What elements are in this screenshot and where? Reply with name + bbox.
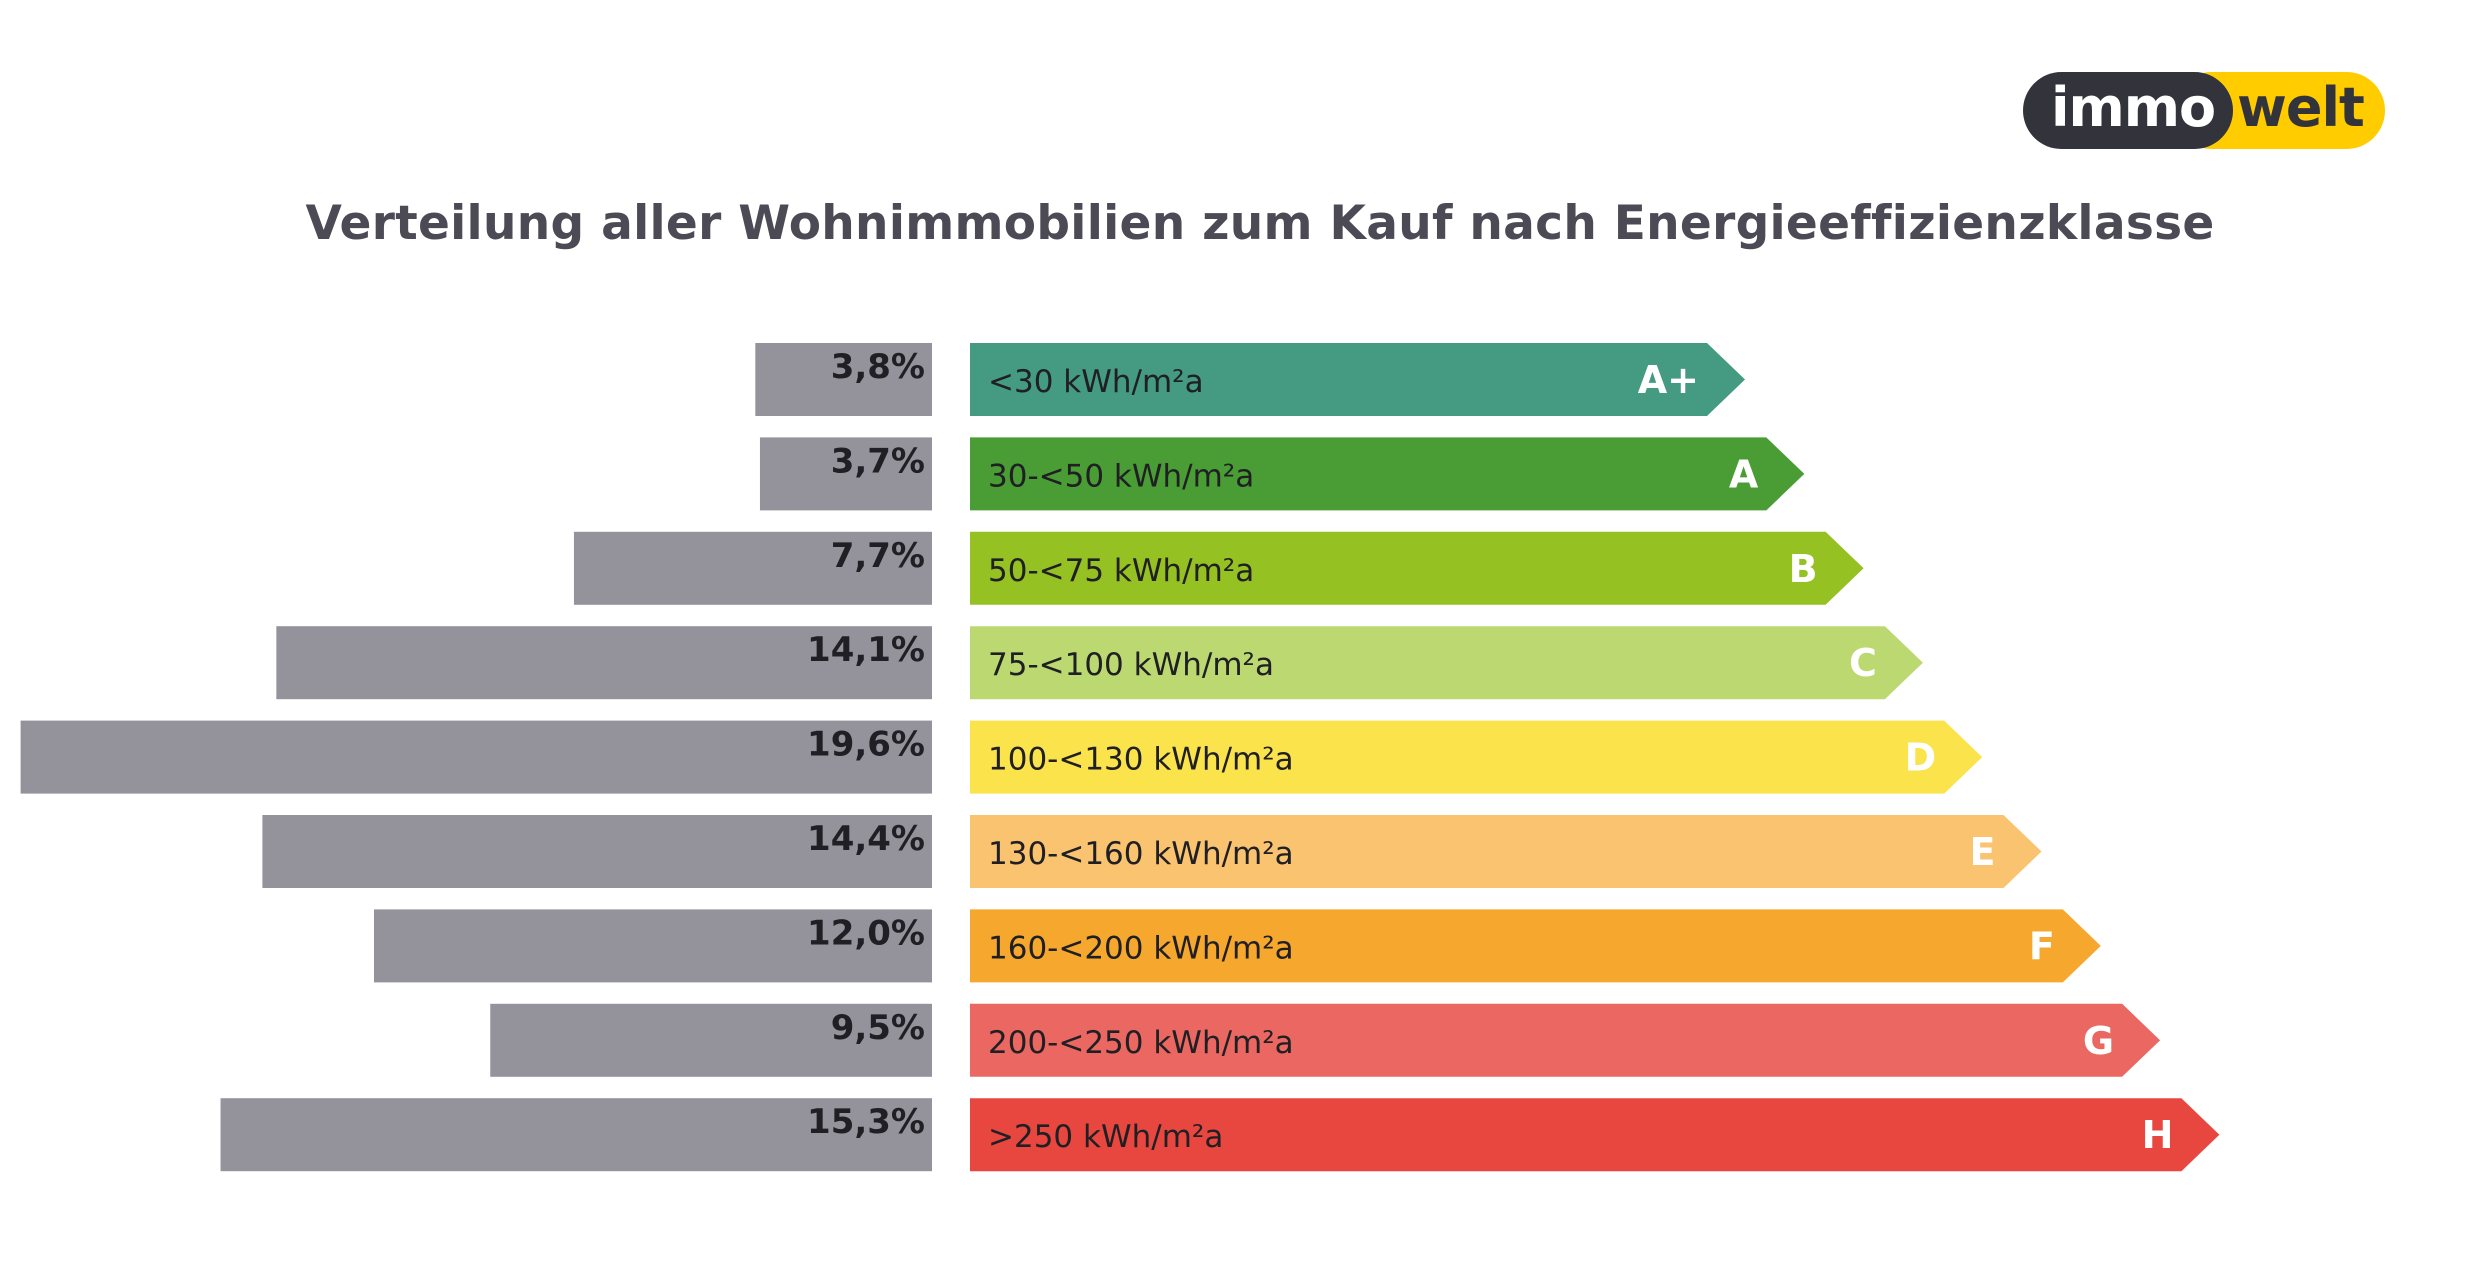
share-bar-B — [573, 531, 932, 605]
share-label-A: 3,7% — [831, 441, 925, 481]
class-letter-H: H — [2142, 1113, 2174, 1157]
share-label-A+: 3,8% — [831, 347, 925, 387]
share-label-G: 9,5% — [831, 1008, 925, 1048]
class-arrow-E — [970, 815, 2042, 888]
class-arrow-C — [970, 626, 1923, 700]
share-bar-F — [374, 909, 932, 983]
range-label-G: 200-<250 kWh/m²a — [988, 1025, 1294, 1061]
range-label-F: 160-<200 kWh/m²a — [988, 930, 1294, 966]
share-bar-D — [20, 720, 933, 794]
logo-text-welt: welt — [2237, 76, 2365, 139]
range-label-B: 50-<75 kWh/m²a — [988, 553, 1254, 589]
share-label-H: 15,3% — [807, 1102, 925, 1142]
logo-dark-pill — [2023, 72, 2233, 149]
share-label-E: 14,4% — [807, 819, 925, 859]
range-label-A: 30-<50 kWh/m²a — [988, 458, 1254, 494]
share-label-B: 7,7% — [831, 536, 925, 576]
class-letter-A+: A+ — [1638, 358, 1699, 402]
share-bar-C — [276, 626, 933, 700]
class-letter-D: D — [1905, 736, 1937, 780]
class-arrow-A — [970, 437, 1805, 511]
range-label-E: 130-<160 kWh/m²a — [988, 836, 1294, 872]
range-label-D: 100-<130 kWh/m²a — [988, 742, 1294, 778]
share-label-C: 14,1% — [807, 630, 925, 670]
class-letter-A: A — [1729, 452, 1759, 496]
range-label-H: >250 kWh/m²a — [988, 1119, 1223, 1155]
class-letter-F: F — [2029, 924, 2055, 968]
share-bar-E — [262, 815, 932, 888]
share-label-D: 19,6% — [807, 725, 925, 765]
range-label-C: 75-<100 kWh/m²a — [988, 647, 1274, 683]
class-letter-G: G — [2083, 1019, 2114, 1063]
share-bar-A+ — [755, 343, 932, 416]
share-bar-H — [220, 1098, 933, 1172]
class-letter-C: C — [1849, 641, 1877, 685]
class-arrow-B — [970, 531, 1864, 605]
chart-title: Verteilung aller Wohnimmobilien zum Kauf… — [305, 196, 2215, 251]
class-arrow-D — [970, 720, 1983, 794]
immowelt-logo: immo welt — [2023, 72, 2385, 149]
class-arrow-G — [970, 1003, 2161, 1077]
share-label-F: 12,0% — [807, 913, 925, 953]
class-arrow-H — [970, 1098, 2220, 1172]
class-arrow-F — [970, 909, 2101, 983]
class-letter-E: E — [1970, 830, 1996, 874]
class-arrow-A+ — [970, 343, 1745, 416]
share-bar-A — [759, 437, 932, 511]
range-label-A+: <30 kWh/m²a — [988, 364, 1204, 400]
class-letter-B: B — [1789, 547, 1818, 591]
logo-text-immo: immo — [2051, 76, 2216, 139]
share-bar-G — [490, 1003, 932, 1077]
